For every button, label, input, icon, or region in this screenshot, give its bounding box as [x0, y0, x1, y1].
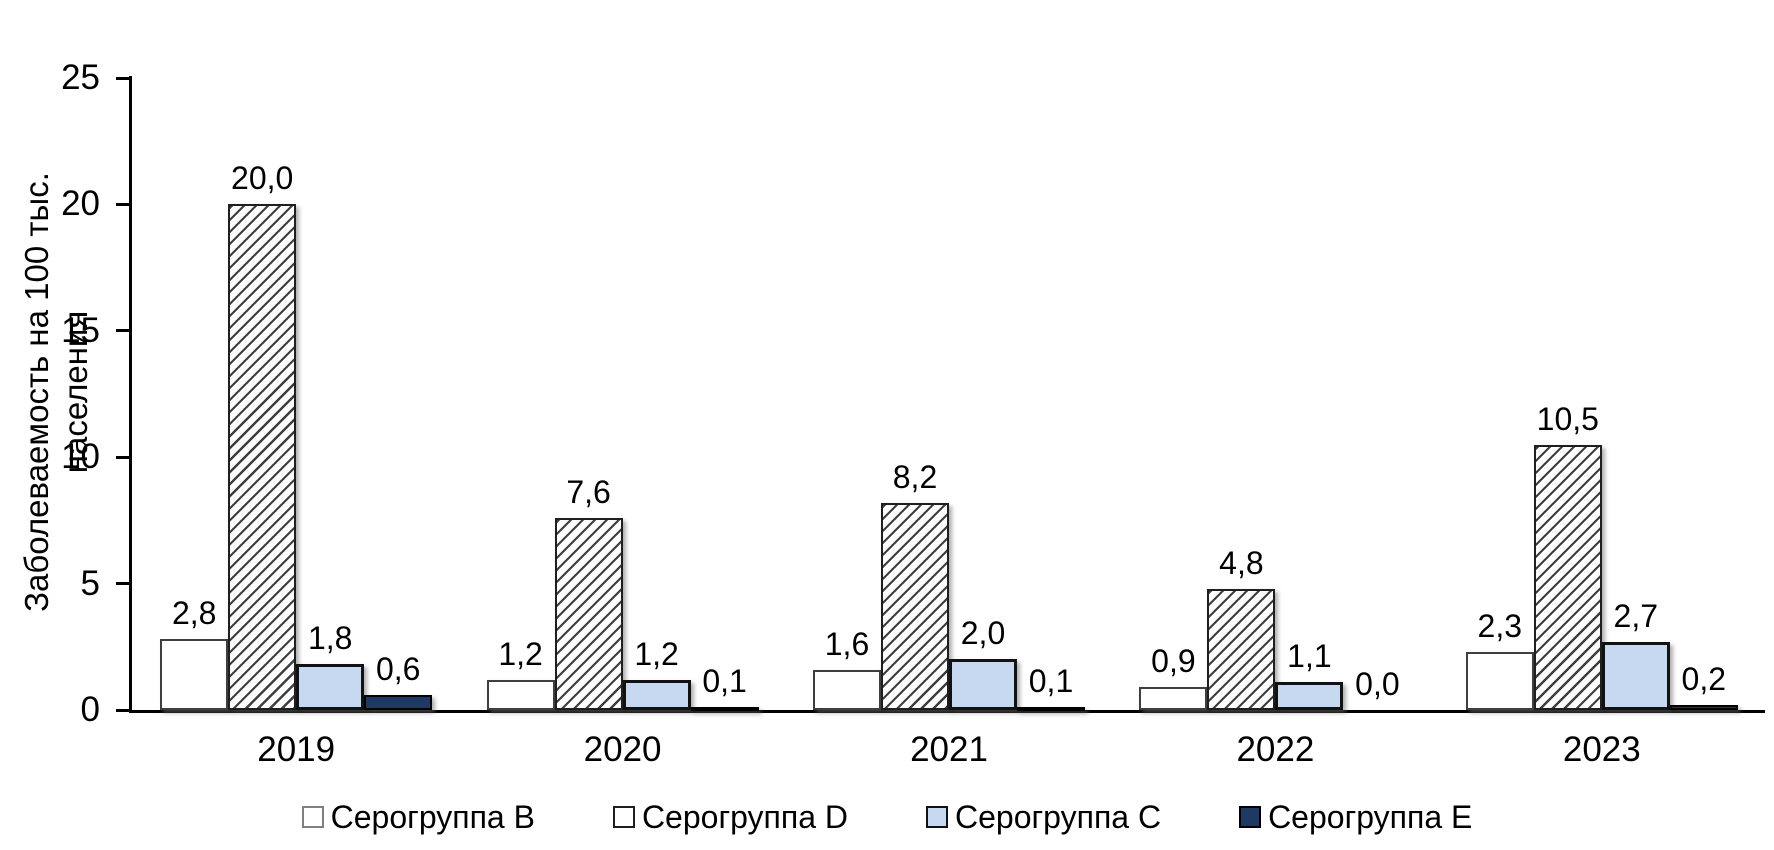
bar-серогруппа-b-2021: [813, 670, 881, 710]
bar-value-label: 2,3: [1477, 608, 1523, 644]
y-tick-label: 20: [61, 184, 100, 224]
bar-серогруппа-d-2020: [554, 518, 623, 710]
bar-серогруппа-b-2020: [486, 680, 555, 710]
bar-серогруппа-e-2020: [690, 707, 759, 711]
bar-value-label: 0,2: [1681, 661, 1727, 697]
y-tick-mark: [116, 76, 129, 80]
bar-value-label: 7,6: [566, 474, 611, 510]
x-axis-label-2019: 2019: [257, 730, 336, 769]
bar-value-label: 1,2: [498, 636, 543, 672]
bar-value-label: 2,7: [1613, 598, 1659, 634]
legend: Серогруппа B Серогруппа D Серогруппа C Серо…: [0, 793, 1774, 841]
bar-серогруппа-b-2022: [1139, 687, 1208, 710]
bar-value-label: 8,2: [892, 459, 938, 495]
x-axis-label-2020: 2020: [583, 730, 662, 769]
y-tick-label: 5: [80, 563, 100, 603]
y-axis-title: Заболеваемость на 100 тыс. населения: [17, 172, 95, 612]
bar-value-label: 0,9: [1151, 643, 1196, 679]
x-axis-label-2022: 2022: [1236, 730, 1315, 769]
bar-серогруппа-b-2023: [1465, 652, 1534, 710]
bar-серогруппа-d-2019: [228, 204, 297, 710]
bar-серогруппа-c-2020: [622, 680, 691, 710]
legend-swatch-icon: [1239, 806, 1262, 828]
x-axis-label-2021: 2021: [910, 730, 988, 769]
bar-value-label: 2,8: [171, 595, 217, 631]
bar-серогруппа-d-2021: [881, 503, 949, 710]
y-tick-label: 0: [80, 690, 100, 729]
bar-value-label: 4,8: [1219, 545, 1264, 581]
bar-value-label: 0,1: [702, 663, 747, 699]
y-tick-mark: [116, 329, 129, 333]
bar-серогруппа-b-2019: [160, 639, 229, 710]
bar-серогруппа-c-2019: [296, 664, 365, 710]
legend-swatch-icon: [926, 806, 948, 828]
bar-value-label: 1,8: [307, 620, 353, 656]
legend-label: Серогруппа E: [1268, 799, 1473, 835]
bar-серогруппа-c-2023: [1601, 642, 1670, 710]
legend-swatch-icon: [612, 806, 635, 828]
legend-label: Серогруппа D: [641, 799, 848, 835]
bar-value-label: 10,5: [1536, 401, 1599, 437]
y-tick-label: 15: [61, 310, 100, 350]
legend-item-серогруппа-d: Серогруппа D: [612, 797, 848, 837]
bar-серогруппа-e-2021: [1017, 707, 1085, 711]
y-tick-mark: [116, 202, 129, 206]
y-tick-mark: [116, 582, 129, 586]
bar-value-label: 0,6: [375, 651, 421, 687]
bar-value-label: 0,1: [1028, 663, 1074, 699]
legend-item-серогруппа-c: Серогруппа C: [926, 797, 1161, 837]
bar-серогруппа-e-2019: [364, 695, 433, 710]
bar-value-label: 1,1: [1287, 638, 1332, 674]
bar-серогруппа-d-2023: [1533, 445, 1602, 710]
bar-value-label: 1,6: [824, 626, 870, 662]
legend-label: Серогруппа B: [330, 799, 535, 835]
y-tick-label: 25: [61, 58, 100, 97]
x-axis-label-2023: 2023: [1562, 730, 1641, 769]
y-tick-mark: [116, 455, 129, 459]
legend-item-серогруппа-e: Серогруппа E: [1239, 797, 1472, 837]
y-axis-title-line1: Заболеваемость на 100 тыс.: [18, 172, 55, 612]
bar-value-label: 2,0: [960, 615, 1006, 651]
x-axis-line: [129, 710, 1765, 713]
bar-серогруппа-e-2023: [1669, 705, 1738, 710]
legend-item-серогруппа-b: Серогруппа B: [301, 797, 535, 837]
y-axis-title-line2: населения: [57, 310, 94, 474]
bar-value-label: 20,0: [231, 160, 294, 196]
bar-серогруппа-c-2021: [949, 659, 1017, 710]
legend-label: Серогруппа C: [955, 799, 1162, 835]
y-tick-label: 10: [61, 437, 100, 477]
bar-value-label: 0,0: [1355, 666, 1400, 702]
bar-серогруппа-d-2022: [1207, 589, 1276, 710]
bar-value-label: 1,2: [634, 636, 679, 672]
y-axis-line: [129, 76, 132, 713]
y-tick-mark: [116, 708, 129, 712]
legend-swatch-icon: [301, 806, 324, 828]
bar-серогруппа-c-2022: [1275, 682, 1344, 710]
